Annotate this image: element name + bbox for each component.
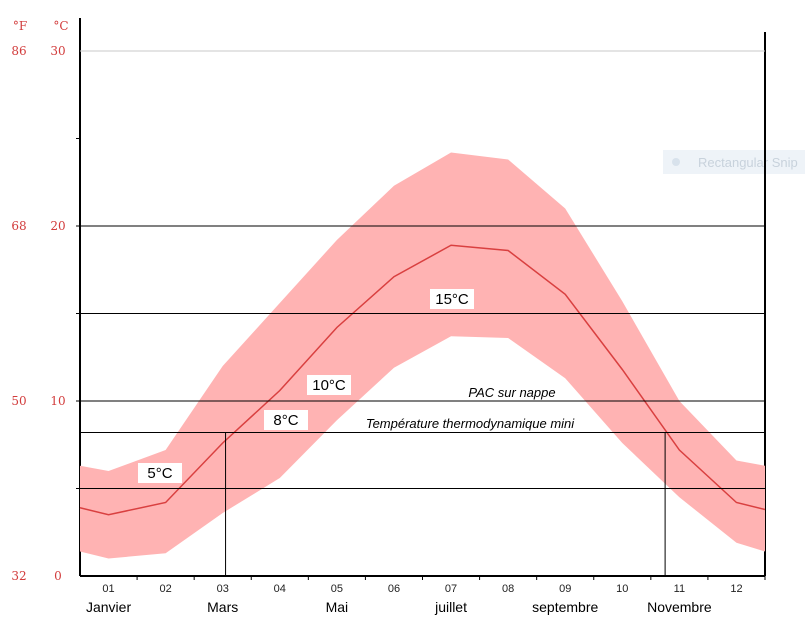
y-tick-label-f-86: 86 [11, 44, 26, 58]
y-tick-label-c-0: 0 [54, 569, 62, 583]
celsius-unit-label: °C [53, 19, 68, 33]
mean-temperature-line [79, 244, 766, 516]
y-tick-label-f-68: 68 [11, 219, 26, 233]
x-tick-label-07: 07 [445, 583, 457, 595]
y-tick-label-f-50: 50 [11, 394, 26, 408]
reference-label-3: Température thermodynamique mini [366, 416, 575, 431]
point-label-1: 8°C [273, 412, 298, 429]
x-tick-label-05: 05 [331, 583, 343, 595]
snip-tooltip-overlay: Rectangular Snip [663, 150, 805, 174]
reference-label-4: 5°C [147, 465, 172, 482]
point-label-bg-0 [307, 375, 351, 395]
snip-tooltip-icon [672, 158, 680, 166]
y-tick-label-f-32: 32 [11, 569, 26, 583]
x-tick-label-08: 08 [502, 583, 514, 595]
point-label-bg-1 [264, 410, 308, 430]
month-name-septembre: septembre [532, 599, 598, 615]
point-label-0: 10°C [312, 377, 346, 394]
reference-label-bg-4 [138, 463, 182, 483]
reference-label-bg-1 [430, 289, 474, 309]
snip-tooltip-text: Rectangular Snip [698, 155, 798, 170]
x-tick-label-04: 04 [274, 583, 286, 595]
y-tick-label-c-10: 10 [50, 394, 65, 408]
x-tick-label-10: 10 [616, 583, 628, 595]
month-name-novembre: Novembre [647, 599, 712, 615]
x-tick-label-06: 06 [388, 583, 400, 595]
reference-label-1: 15°C [435, 291, 469, 308]
snip-tooltip-bg [663, 150, 805, 174]
month-name-mai: Mai [326, 599, 349, 615]
reference-label-2: PAC sur nappe [468, 385, 555, 400]
x-tick-label-09: 09 [559, 583, 571, 595]
month-name-juillet: juillet [434, 599, 467, 615]
x-tick-label-12: 12 [730, 583, 742, 595]
y-tick-label-c-30: 30 [50, 44, 65, 58]
month-name-mars: Mars [207, 599, 238, 615]
x-tick-label-11: 11 [674, 583, 685, 595]
fahrenheit-unit-label: °F [13, 19, 27, 33]
temperature-range-band [80, 152, 765, 559]
plot-area: 15°C PAC sur nappe Température thermodynam… [11, 18, 766, 615]
x-tick-label-02: 02 [160, 583, 172, 595]
x-tick-label-03: 03 [217, 583, 229, 595]
x-tick-label-01: 01 [102, 583, 114, 595]
month-name-janvier: Janvier [86, 599, 131, 615]
y-tick-label-c-20: 20 [50, 219, 65, 233]
